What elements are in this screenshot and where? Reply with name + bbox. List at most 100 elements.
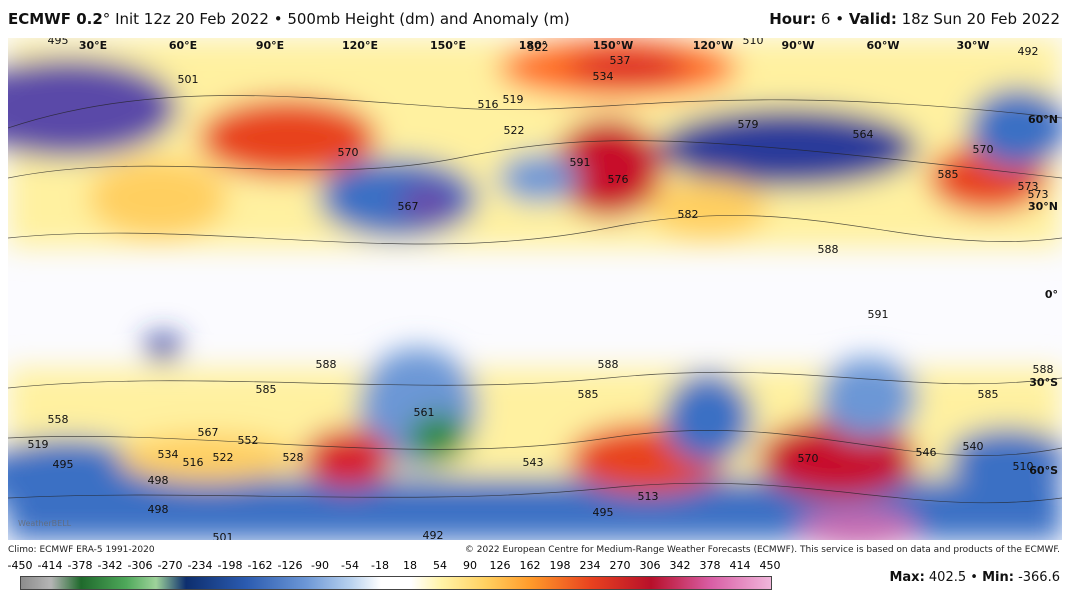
contour-label: 552 bbox=[238, 434, 259, 447]
valid-info: Hour: 6 • Valid: 18z Sun 20 Feb 2022 bbox=[769, 10, 1060, 28]
lon-label: 120°E bbox=[342, 39, 378, 52]
contour-label: 534 bbox=[158, 448, 179, 461]
colorbar-label: -54 bbox=[341, 559, 359, 572]
lon-label: 90°W bbox=[782, 39, 815, 52]
lon-label: 150°E bbox=[430, 39, 466, 52]
colorbar-label: -414 bbox=[37, 559, 63, 572]
contour-label: 561 bbox=[414, 406, 435, 419]
contour-label: 510 bbox=[1013, 460, 1034, 473]
contour-label: 585 bbox=[578, 388, 599, 401]
lon-label: 30°E bbox=[79, 39, 107, 52]
valid: 18z Sun 20 Feb 2022 bbox=[901, 10, 1060, 28]
colorbar-label: -18 bbox=[371, 559, 389, 572]
contour-label: 585 bbox=[978, 388, 999, 401]
contour-label: 573 bbox=[1028, 188, 1049, 201]
contour-label: 495 bbox=[48, 38, 69, 47]
contour-label: 579 bbox=[738, 118, 759, 131]
contour-label: 585 bbox=[256, 383, 277, 396]
colorbar-label: 198 bbox=[549, 559, 571, 572]
colorbar-label: 414 bbox=[729, 559, 751, 572]
contour-label: 513 bbox=[638, 490, 659, 503]
lat-label: 60°S bbox=[1029, 464, 1058, 477]
valid-label: Valid: bbox=[848, 10, 897, 28]
contour-label: 588 bbox=[598, 358, 619, 371]
model: ECMWF 0.2 bbox=[8, 10, 103, 28]
lat-label: 0° bbox=[1045, 288, 1058, 301]
lat-label: 30°N bbox=[1028, 200, 1058, 213]
colorbar-label: -126 bbox=[277, 559, 303, 572]
hour-label: Hour: bbox=[769, 10, 817, 28]
contour-label: 498 bbox=[148, 474, 169, 487]
colorbar-label: 450 bbox=[759, 559, 781, 572]
colorbar-label: 162 bbox=[519, 559, 541, 572]
contour-label: 570 bbox=[338, 146, 359, 159]
contour-label: 582 bbox=[678, 208, 699, 221]
contour-label: 540 bbox=[963, 440, 984, 453]
min-label: Min: bbox=[982, 570, 1014, 585]
colorbar-label: 306 bbox=[639, 559, 661, 572]
max-label: Max: bbox=[889, 570, 925, 585]
lat-label: 30°S bbox=[1029, 376, 1058, 389]
contour-label: 501 bbox=[178, 73, 199, 86]
colorbar-label: -378 bbox=[67, 559, 93, 572]
lon-label: 30°W bbox=[957, 39, 990, 52]
contour-label: 543 bbox=[523, 456, 544, 469]
max-min: Max: 402.5 • Min: -366.6 bbox=[889, 570, 1060, 585]
colorbar-label: -450 bbox=[7, 559, 33, 572]
contour-label: 492 bbox=[1018, 45, 1039, 58]
contour-label: 558 bbox=[48, 413, 69, 426]
colorbar-label: -162 bbox=[247, 559, 273, 572]
contour-label: 570 bbox=[798, 452, 819, 465]
title: ECMWF 0.2° Init 12z 20 Feb 2022 • 500mb … bbox=[8, 10, 570, 28]
contour-label: 534 bbox=[593, 70, 614, 83]
contour-label: 510 bbox=[743, 38, 764, 47]
contour-label: 516 bbox=[183, 456, 204, 469]
contour-label: 495 bbox=[593, 506, 614, 519]
colorbar-label: 270 bbox=[609, 559, 631, 572]
contour-label: 492 bbox=[423, 529, 444, 540]
contour-label: 516 bbox=[478, 98, 499, 111]
lon-label: 60°E bbox=[169, 39, 197, 52]
colorbar-label: 90 bbox=[463, 559, 477, 572]
contour-label: 588 bbox=[1033, 363, 1054, 376]
contour-label: 501 bbox=[213, 531, 234, 540]
sep: • bbox=[835, 10, 845, 28]
map: 30°E 60°E 90°E 120°E 150°E 180° 150°W 120°W 90°W… bbox=[8, 38, 1062, 540]
climo: Climo: ECMWF ERA-5 1991-2020 bbox=[8, 545, 155, 555]
colorbar-label: -306 bbox=[127, 559, 153, 572]
contour-label: 528 bbox=[283, 451, 304, 464]
contour-label: 588 bbox=[316, 358, 337, 371]
contour-label: 522 bbox=[504, 124, 525, 137]
colorbar-label: 54 bbox=[433, 559, 447, 572]
colorbar-label: 126 bbox=[489, 559, 511, 572]
lon-label: 90°E bbox=[256, 39, 284, 52]
contour-label: 567 bbox=[198, 426, 219, 439]
lon-label: 60°W bbox=[867, 39, 900, 52]
contour-label: 522 bbox=[528, 41, 549, 54]
colorbar-label: -342 bbox=[97, 559, 123, 572]
contour-label: 588 bbox=[818, 243, 839, 256]
copyright: © 2022 European Centre for Medium-Range … bbox=[464, 545, 1060, 555]
contour-label: 585 bbox=[938, 168, 959, 181]
lon-label: 150°W bbox=[593, 39, 634, 52]
colorbar-label: -234 bbox=[187, 559, 213, 572]
colorbar-label: -198 bbox=[217, 559, 243, 572]
lat-label: 60°N bbox=[1028, 113, 1058, 126]
colorbar-label: 18 bbox=[403, 559, 417, 572]
sep: • bbox=[970, 570, 978, 585]
contour-label: 522 bbox=[213, 451, 234, 464]
contour-label: 591 bbox=[868, 308, 889, 321]
contour-label: 495 bbox=[53, 458, 74, 471]
contour-label: 498 bbox=[148, 503, 169, 516]
contour-label: 570 bbox=[973, 143, 994, 156]
colorbar-label: 234 bbox=[579, 559, 601, 572]
colorbar-label: -270 bbox=[157, 559, 183, 572]
watermark: WeatherBELL bbox=[18, 519, 72, 528]
lon-label: 120°W bbox=[693, 39, 734, 52]
field: 500mb Height (dm) and Anomaly (m) bbox=[287, 10, 570, 28]
contour-label: 537 bbox=[610, 54, 631, 67]
contour-label: 546 bbox=[916, 446, 937, 459]
degree: ° bbox=[102, 10, 111, 28]
max: 402.5 bbox=[928, 570, 967, 585]
hour: 6 bbox=[820, 10, 831, 28]
